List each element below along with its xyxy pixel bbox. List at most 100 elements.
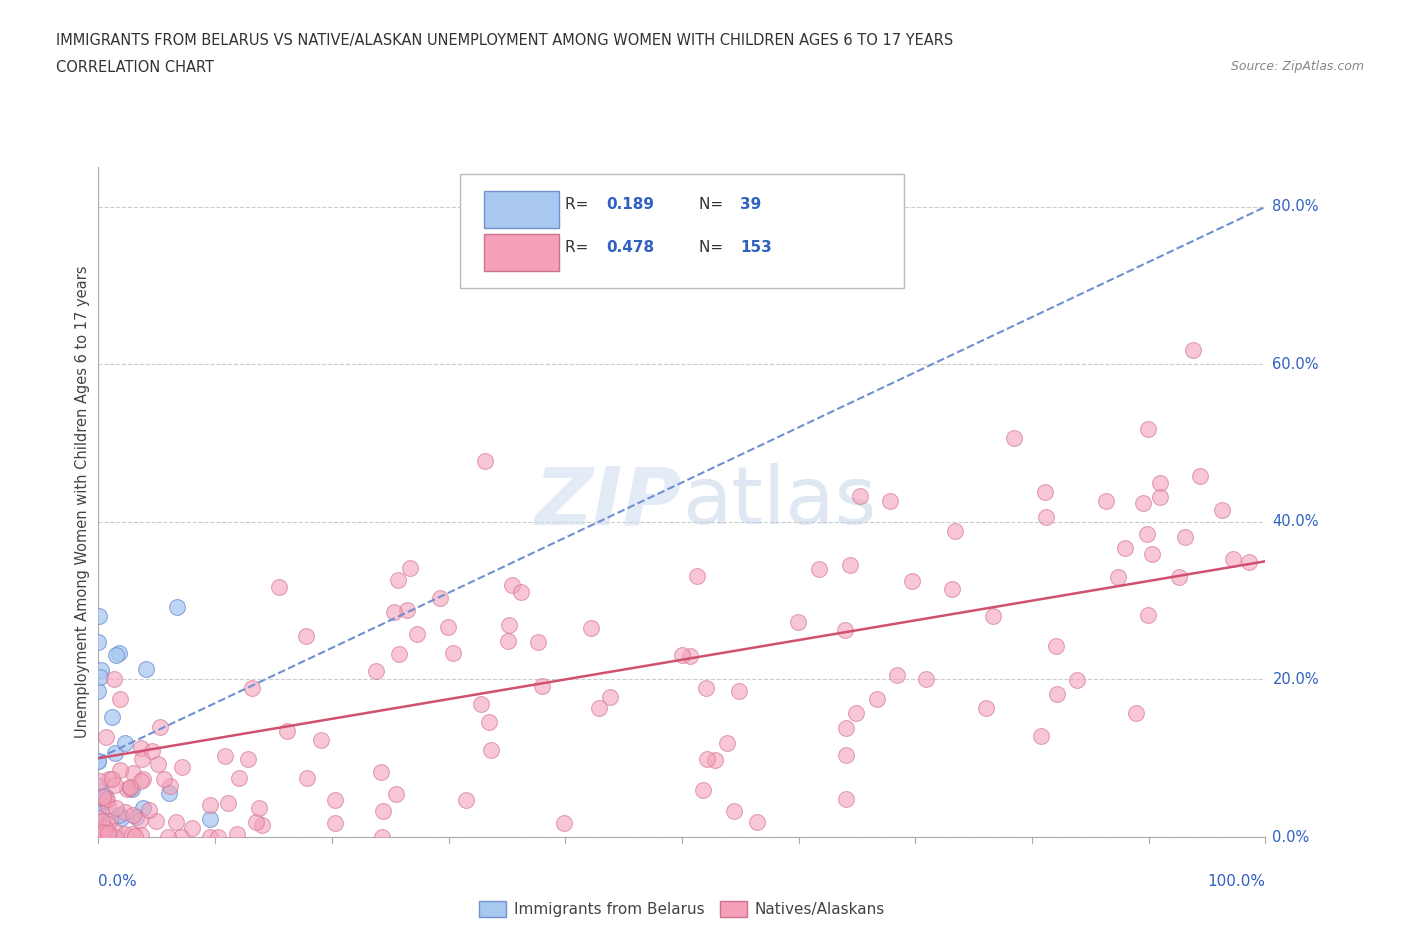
Point xyxy=(371,830,394,844)
Point xyxy=(198,830,221,844)
Point xyxy=(90,826,112,841)
Text: 153: 153 xyxy=(741,240,772,255)
Point xyxy=(370,764,392,779)
Point xyxy=(786,615,808,630)
Point xyxy=(1132,496,1154,511)
Point xyxy=(90,662,112,677)
Point xyxy=(114,804,136,819)
Point xyxy=(87,793,110,808)
Point xyxy=(125,810,148,825)
Point xyxy=(398,561,420,576)
Point xyxy=(981,608,1004,623)
Point xyxy=(131,771,153,786)
Text: IMMIGRANTS FROM BELARUS VS NATIVE/ALASKAN UNEMPLOYMENT AMONG WOMEN WITH CHILDREN: IMMIGRANTS FROM BELARUS VS NATIVE/ALASKA… xyxy=(56,33,953,47)
Point xyxy=(115,781,138,796)
Point xyxy=(87,819,110,834)
Point xyxy=(479,743,502,758)
Point xyxy=(835,791,858,806)
Point xyxy=(165,814,187,829)
Point xyxy=(129,741,152,756)
Point xyxy=(267,579,290,594)
Point xyxy=(510,585,533,600)
Point xyxy=(1237,555,1260,570)
Point xyxy=(96,825,118,840)
Point xyxy=(129,812,152,827)
Point xyxy=(103,672,125,687)
Point xyxy=(1149,489,1171,504)
Point xyxy=(838,558,860,573)
Point xyxy=(87,754,110,769)
Point xyxy=(101,710,124,724)
Point xyxy=(207,830,229,844)
Text: 39: 39 xyxy=(741,197,762,212)
Point xyxy=(122,765,145,780)
Point xyxy=(384,787,406,802)
Point xyxy=(110,692,132,707)
Point xyxy=(886,668,908,683)
Point xyxy=(97,799,120,814)
Point xyxy=(679,648,702,663)
Point xyxy=(454,792,477,807)
Point xyxy=(121,782,143,797)
Text: atlas: atlas xyxy=(682,463,876,541)
FancyBboxPatch shape xyxy=(484,191,560,228)
Point xyxy=(395,603,418,618)
Point xyxy=(90,814,112,829)
Point xyxy=(87,684,110,698)
Point xyxy=(121,807,143,822)
Point xyxy=(157,830,180,844)
Point xyxy=(217,795,239,810)
Point xyxy=(228,771,250,786)
Point xyxy=(373,804,395,818)
Point xyxy=(835,721,858,736)
Point xyxy=(149,719,172,734)
Point xyxy=(1136,607,1159,622)
Point xyxy=(90,825,112,840)
Point xyxy=(974,700,997,715)
Point xyxy=(943,524,966,538)
Text: 80.0%: 80.0% xyxy=(1272,199,1319,214)
Point xyxy=(685,568,707,583)
Point xyxy=(96,793,118,808)
Point xyxy=(87,634,110,649)
Text: 20.0%: 20.0% xyxy=(1272,672,1319,687)
Point xyxy=(1222,551,1244,566)
Point xyxy=(901,574,924,589)
Point xyxy=(166,599,188,614)
Point xyxy=(276,724,298,738)
Point xyxy=(695,680,717,695)
Point xyxy=(104,778,127,793)
Point xyxy=(696,751,718,766)
Point xyxy=(498,618,520,632)
Point xyxy=(101,772,124,787)
Point xyxy=(745,815,768,830)
Text: 40.0%: 40.0% xyxy=(1272,514,1319,529)
Point xyxy=(240,681,263,696)
Point xyxy=(496,634,519,649)
Point xyxy=(89,670,111,684)
Point xyxy=(169,830,191,844)
Point xyxy=(1211,503,1233,518)
Point xyxy=(1125,706,1147,721)
Text: R=: R= xyxy=(565,197,593,212)
Point xyxy=(671,648,693,663)
Point xyxy=(599,690,621,705)
Point xyxy=(429,591,451,605)
Point xyxy=(941,581,963,596)
Y-axis label: Unemployment Among Women with Children Ages 6 to 17 years: Unemployment Among Women with Children A… xyxy=(75,266,90,738)
Text: N=: N= xyxy=(699,197,728,212)
Point xyxy=(501,578,523,592)
Point xyxy=(441,645,464,660)
Point xyxy=(323,792,346,807)
Point xyxy=(1107,570,1129,585)
Point xyxy=(1189,468,1212,483)
Point xyxy=(121,827,143,842)
Point xyxy=(87,795,110,810)
Point xyxy=(1029,729,1052,744)
Point xyxy=(1095,494,1118,509)
Point xyxy=(727,684,749,698)
Point xyxy=(97,829,120,844)
Point xyxy=(553,816,575,830)
Point xyxy=(588,700,610,715)
Point xyxy=(97,772,120,787)
